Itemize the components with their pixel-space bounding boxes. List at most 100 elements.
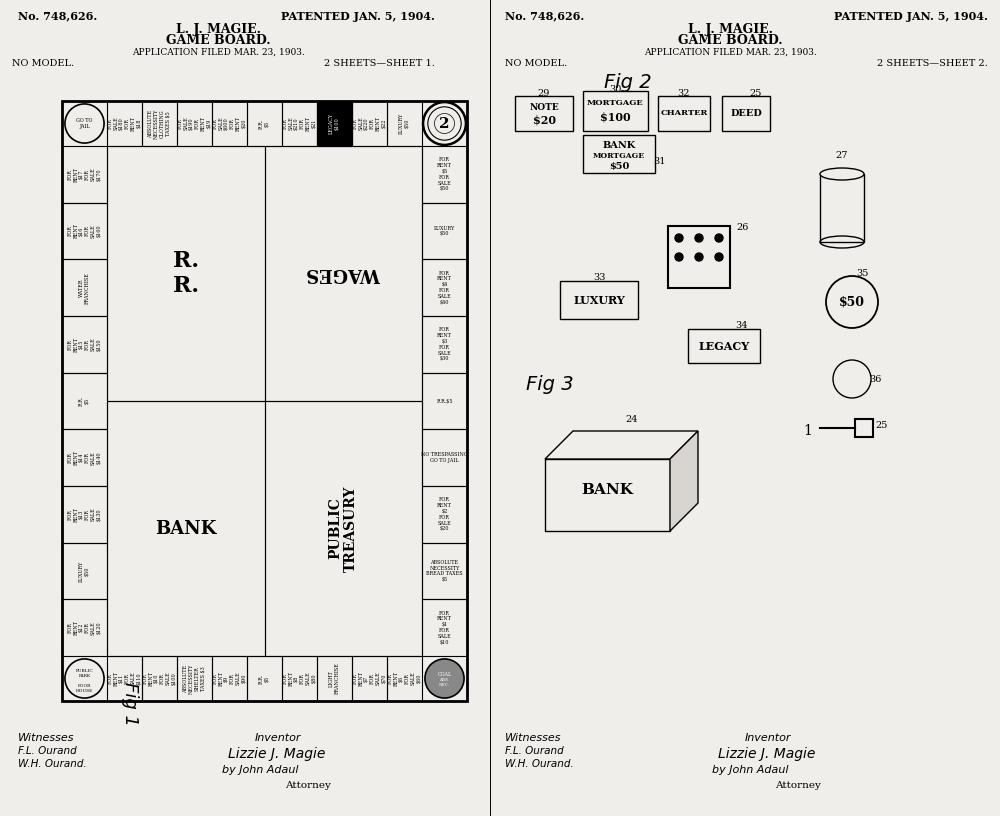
Text: PUBLIC
TREASURY: PUBLIC TREASURY — [328, 486, 358, 572]
Text: FOR
RENT
$7
FOR
SALE
$70: FOR RENT $7 FOR SALE $70 — [352, 671, 386, 686]
Text: F.L. Ourand: F.L. Ourand — [505, 746, 564, 756]
Text: Fig 2: Fig 2 — [604, 73, 652, 91]
Polygon shape — [545, 431, 698, 459]
Text: FOR
RENT
$17
FOR
SALE
$170: FOR RENT $17 FOR SALE $170 — [68, 167, 102, 182]
Circle shape — [695, 253, 703, 261]
Text: R.R.
$5: R.R. $5 — [259, 673, 270, 684]
Text: F.L. Ourand: F.L. Ourand — [18, 746, 77, 756]
Text: FOR
RENT
$6
FOR
SALE
$60: FOR RENT $6 FOR SALE $60 — [388, 671, 422, 686]
Text: GO TO
JAIL: GO TO JAIL — [76, 118, 93, 129]
Bar — [422, 259, 467, 316]
Text: BANK: BANK — [602, 141, 636, 150]
Text: ABSOLUTE
NECESSITY
BREAD TAXES
$5: ABSOLUTE NECESSITY BREAD TAXES $5 — [426, 560, 463, 582]
Bar — [352, 101, 387, 146]
Ellipse shape — [820, 168, 864, 180]
Text: $50: $50 — [609, 162, 629, 171]
Text: FOR
RENT
$10
FOR
SALE
$100: FOR RENT $10 FOR SALE $100 — [143, 671, 176, 686]
Text: Attorney: Attorney — [775, 782, 821, 791]
Text: by John Adaul: by John Adaul — [712, 765, 788, 775]
Bar — [212, 656, 247, 701]
Bar — [422, 429, 467, 486]
Bar — [688, 329, 760, 363]
Text: FOR
SALE
$600
FOR
RENT
$20: FOR SALE $600 FOR RENT $20 — [212, 116, 246, 131]
Text: 35: 35 — [856, 268, 868, 277]
Bar — [317, 101, 352, 146]
Text: FOR
RENT
$16
FOR
SALE
$160: FOR RENT $16 FOR SALE $160 — [68, 224, 102, 238]
Bar — [62, 429, 107, 486]
Text: ABS.
NEC.: ABS. NEC. — [439, 678, 450, 687]
Text: R.
R.: R. R. — [173, 250, 199, 297]
Text: FOR
RENT
$5
FOR
SALE
$50: FOR RENT $5 FOR SALE $50 — [437, 157, 452, 191]
Bar — [583, 135, 655, 173]
Text: LUXURY: LUXURY — [573, 295, 625, 305]
Text: GAME BOARD.: GAME BOARD. — [678, 34, 782, 47]
Text: L. J. MAGIE.: L. J. MAGIE. — [176, 24, 260, 37]
Bar — [560, 281, 638, 319]
Text: WATER
FRANCHISE: WATER FRANCHISE — [79, 272, 90, 304]
Text: NOTE: NOTE — [529, 103, 559, 112]
Bar — [107, 101, 142, 146]
Bar — [107, 146, 264, 401]
Bar — [422, 486, 467, 543]
Text: $20: $20 — [532, 114, 556, 126]
Circle shape — [675, 253, 683, 261]
Bar — [62, 373, 107, 429]
Text: GAME BOARD.: GAME BOARD. — [166, 34, 270, 47]
Bar — [422, 543, 467, 599]
Bar — [855, 419, 873, 437]
Text: FOR
SALE
$220
FOR
RENT
$22: FOR SALE $220 FOR RENT $22 — [352, 116, 386, 131]
Text: WAGES: WAGES — [306, 264, 381, 282]
Text: 31: 31 — [654, 157, 666, 166]
Bar — [352, 656, 387, 701]
Text: APPLICATION FILED MAR. 23, 1903.: APPLICATION FILED MAR. 23, 1903. — [132, 47, 304, 56]
Circle shape — [695, 234, 703, 242]
Bar — [62, 316, 107, 373]
Circle shape — [675, 234, 683, 242]
Text: 2 SHEETS—SHEET 1.: 2 SHEETS—SHEET 1. — [324, 59, 435, 68]
Text: NO MODEL.: NO MODEL. — [505, 59, 567, 68]
Text: Lizzie J. Magie: Lizzie J. Magie — [718, 747, 815, 761]
Text: Fig 1: Fig 1 — [121, 682, 139, 726]
Polygon shape — [670, 431, 698, 531]
Text: 27: 27 — [836, 152, 848, 161]
Text: 33: 33 — [593, 273, 605, 282]
Text: LEGACY: LEGACY — [698, 340, 750, 352]
Bar — [317, 101, 352, 146]
Text: $50: $50 — [839, 295, 865, 308]
Bar — [668, 226, 730, 288]
Text: 25: 25 — [750, 90, 762, 99]
Bar — [658, 96, 710, 131]
Text: PATENTED JAN. 5, 1904.: PATENTED JAN. 5, 1904. — [834, 11, 988, 21]
Bar — [62, 202, 107, 259]
Bar — [264, 146, 422, 401]
Text: 25: 25 — [876, 422, 888, 431]
Text: COAL: COAL — [437, 672, 452, 677]
Bar — [422, 146, 467, 202]
Text: PATENTED JAN. 5, 1904.: PATENTED JAN. 5, 1904. — [281, 11, 435, 21]
Bar — [422, 316, 467, 373]
Text: Inventor: Inventor — [255, 733, 302, 743]
Text: CHARTER: CHARTER — [660, 109, 708, 117]
Text: NO MODEL.: NO MODEL. — [12, 59, 74, 68]
Text: LIGHT
FRANCHISE: LIGHT FRANCHISE — [329, 663, 340, 694]
Text: 2 SHEETS—SHEET 2.: 2 SHEETS—SHEET 2. — [877, 59, 988, 68]
Bar — [282, 656, 317, 701]
Bar — [583, 91, 648, 131]
Text: 29: 29 — [538, 90, 550, 99]
Bar — [820, 174, 864, 242]
Bar — [387, 101, 422, 146]
Text: ABSOLUTE
NECESSITY
SHELTER
TAXES $3: ABSOLUTE NECESSITY SHELTER TAXES $3 — [183, 663, 206, 694]
Text: FOR
RENT
$13
FOR
SALE
$130: FOR RENT $13 FOR SALE $130 — [68, 507, 102, 521]
Text: W.H. Ourand.: W.H. Ourand. — [18, 759, 87, 769]
Text: LEGACY
$100: LEGACY $100 — [329, 113, 340, 134]
Circle shape — [715, 253, 723, 261]
Text: 32: 32 — [678, 90, 690, 99]
Bar — [422, 599, 467, 656]
Text: Fig 3: Fig 3 — [526, 375, 574, 393]
Text: Inventor: Inventor — [745, 733, 792, 743]
Bar — [422, 373, 467, 429]
Text: FOR
RENT
$15
FOR
SALE
$150: FOR RENT $15 FOR SALE $150 — [68, 337, 102, 352]
Text: LUXURY
$50: LUXURY $50 — [79, 561, 90, 582]
Text: 1: 1 — [804, 424, 812, 438]
Text: Lizzie J. Magie: Lizzie J. Magie — [228, 747, 325, 761]
